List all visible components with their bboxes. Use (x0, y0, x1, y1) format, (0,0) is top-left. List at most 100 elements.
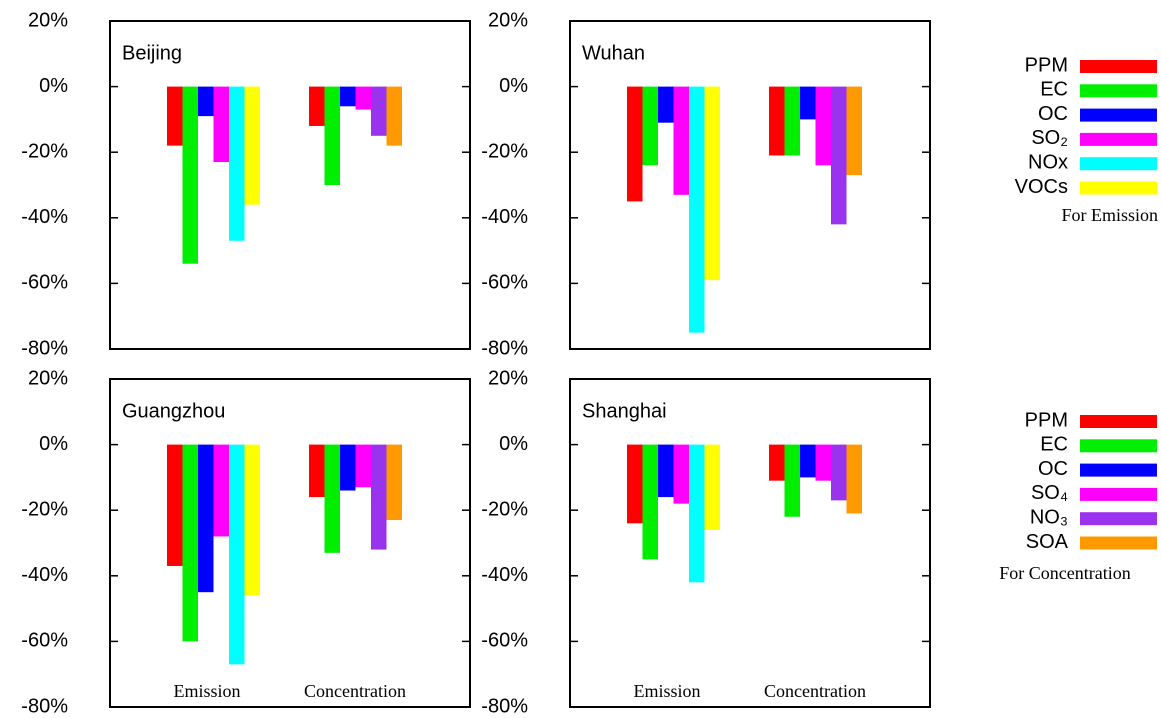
bar (815, 444, 831, 481)
legend-swatch (1080, 439, 1157, 453)
bar (673, 86, 689, 195)
y-tick-label: -40% (21, 564, 68, 586)
y-tick-label: 20% (488, 367, 528, 389)
bar (386, 86, 402, 146)
bar (831, 86, 847, 225)
y-tick-label: -60% (481, 630, 528, 652)
legend-swatch (1080, 536, 1157, 550)
legend-swatch (1080, 512, 1157, 526)
bar (386, 444, 402, 521)
legend-swatch (1080, 487, 1157, 501)
bar (229, 444, 245, 665)
y-tick-label: -80% (21, 337, 68, 359)
plot-frame (109, 20, 471, 350)
panel-title: Wuhan (582, 42, 645, 64)
plot-frame (109, 378, 471, 708)
bar (324, 444, 340, 553)
bar (642, 444, 658, 560)
bar (229, 86, 245, 241)
legend-label: SOA (1026, 531, 1069, 553)
y-tick-label: 0% (39, 75, 68, 97)
legend-label: OC (1038, 103, 1068, 125)
bar (340, 444, 356, 491)
legend-label: SO₂ (1031, 127, 1068, 149)
bar (213, 444, 229, 537)
y-tick-label: -40% (21, 206, 68, 228)
y-tick-label: -20% (481, 140, 528, 162)
bar (355, 444, 371, 488)
y-tick-label: 20% (488, 9, 528, 31)
bar (673, 444, 689, 504)
panel-title: Beijing (122, 42, 182, 64)
x-category-label: Concentration (764, 681, 866, 701)
y-tick-label: -20% (21, 498, 68, 520)
y-tick-label: 0% (499, 75, 528, 97)
bar (704, 86, 720, 281)
bar (846, 444, 862, 514)
legend-title: For Concentration (999, 563, 1130, 583)
legend-label: PPM (1025, 54, 1068, 76)
bar (627, 86, 643, 202)
y-tick-label: -60% (481, 272, 528, 294)
legend-title: For Emission (1061, 205, 1158, 225)
legend-label: NOx (1028, 151, 1068, 173)
bar (704, 444, 720, 530)
y-tick-label: -40% (481, 564, 528, 586)
legend-swatch (1080, 132, 1157, 146)
y-tick-label: -40% (481, 206, 528, 228)
y-tick-label: -20% (481, 498, 528, 520)
bar (846, 86, 862, 176)
legend-label: OC (1038, 458, 1068, 480)
bar (784, 86, 800, 156)
legend-label: SO₄ (1031, 482, 1068, 504)
bar (627, 444, 643, 524)
legend-label: NO₃ (1030, 506, 1068, 528)
legend-label: EC (1040, 434, 1068, 456)
bar (213, 86, 229, 163)
bar (769, 86, 785, 156)
x-category-label: Concentration (304, 681, 406, 701)
bar (769, 444, 785, 481)
bar (167, 86, 183, 146)
x-category-label: Emission (173, 681, 240, 701)
y-tick-label: 0% (499, 433, 528, 455)
plot-frame (569, 20, 931, 350)
y-tick-label: 20% (28, 367, 68, 389)
bar (309, 444, 325, 498)
bar (784, 444, 800, 517)
plot-frame (569, 378, 931, 708)
bar (815, 86, 831, 166)
bar (831, 444, 847, 501)
bar (309, 86, 325, 126)
y-tick-label: 0% (39, 433, 68, 455)
bar (800, 444, 816, 478)
legend-label: PPM (1025, 409, 1068, 431)
legend-swatch (1080, 108, 1157, 122)
bar (658, 444, 674, 498)
bar (800, 86, 816, 120)
bar (371, 444, 387, 550)
bar (689, 86, 705, 333)
bar (182, 444, 198, 642)
bar (355, 86, 371, 110)
legend-label: EC (1040, 79, 1068, 101)
bar (244, 444, 260, 596)
legend-label: VOCs (1015, 176, 1068, 198)
bar (167, 444, 183, 566)
bar (689, 444, 705, 583)
y-tick-label: -60% (21, 272, 68, 294)
y-tick-label: -80% (481, 337, 528, 359)
x-category-label: Emission (633, 681, 700, 701)
panel-title: Shanghai (582, 400, 667, 422)
legend-swatch (1080, 84, 1157, 98)
y-tick-label: -80% (21, 695, 68, 713)
bar (198, 86, 214, 117)
legend-swatch (1080, 60, 1157, 73)
bar (371, 86, 387, 136)
bar (658, 86, 674, 123)
bar (324, 86, 340, 185)
legend-swatch (1080, 463, 1157, 477)
legend-swatch (1080, 415, 1157, 428)
bar (182, 86, 198, 264)
